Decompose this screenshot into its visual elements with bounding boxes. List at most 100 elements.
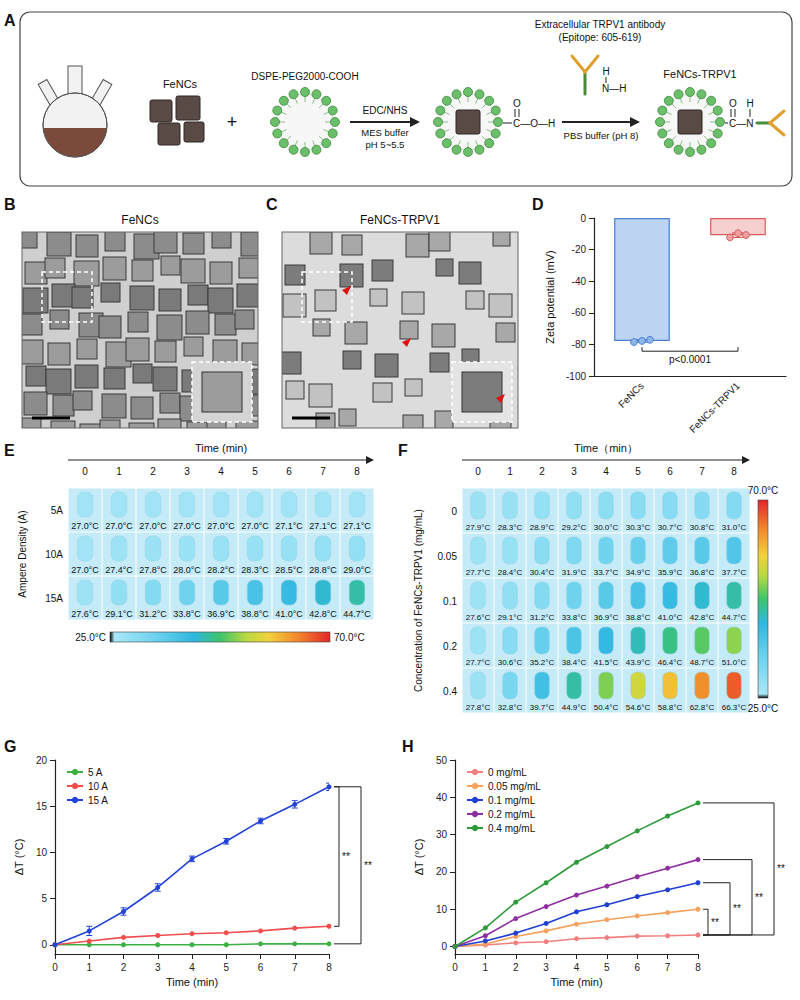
svg-text:30: 30 (436, 829, 448, 840)
svg-text:33.7°C: 33.7°C (594, 568, 619, 577)
svg-text:28.4°C: 28.4°C (498, 568, 523, 577)
svg-text:B: B (4, 196, 16, 213)
svg-text:0.2 mg/mL: 0.2 mg/mL (488, 809, 536, 820)
svg-text:7: 7 (292, 962, 298, 973)
svg-text:-20: -20 (572, 244, 587, 255)
svg-text:6: 6 (634, 962, 640, 973)
svg-text:27.7°C: 27.7°C (466, 568, 491, 577)
svg-text:N—H: N—H (602, 83, 626, 94)
svg-text:32.8°C: 32.8°C (498, 703, 523, 712)
svg-text:34.9°C: 34.9°C (626, 568, 651, 577)
svg-text:0: 0 (41, 939, 47, 950)
svg-text:5: 5 (41, 893, 47, 904)
svg-text:3: 3 (155, 962, 161, 973)
svg-text:35.2°C: 35.2°C (530, 658, 555, 667)
svg-text:33.8°C: 33.8°C (562, 613, 587, 622)
svg-text:35.9°C: 35.9°C (658, 568, 683, 577)
svg-text:2: 2 (150, 466, 156, 477)
svg-text:28.0°C: 28.0°C (173, 565, 201, 575)
svg-text:pH 5~5.5: pH 5~5.5 (366, 139, 405, 150)
svg-text:0.2: 0.2 (443, 641, 457, 652)
svg-text:8: 8 (354, 466, 360, 477)
svg-text:27.0°C: 27.0°C (241, 521, 269, 531)
svg-text:O: O (513, 98, 521, 109)
svg-text:27.6°C: 27.6°C (71, 609, 99, 619)
svg-text:Zeta potential (mV): Zeta potential (mV) (544, 250, 556, 344)
svg-text:C—N: C—N (729, 118, 753, 129)
svg-text:50.4°C: 50.4°C (594, 703, 619, 712)
svg-text:30.3°C: 30.3°C (626, 523, 651, 532)
svg-text:39.7°C: 39.7°C (530, 703, 555, 712)
svg-text:50: 50 (436, 755, 448, 766)
svg-text:41.0°C: 41.0°C (658, 613, 683, 622)
svg-text:70.0°C: 70.0°C (334, 632, 365, 643)
svg-text:FeNCs: FeNCs (121, 213, 158, 227)
svg-text:29.2°C: 29.2°C (562, 523, 587, 532)
svg-text:31.0°C: 31.0°C (722, 523, 747, 532)
svg-text:4: 4 (218, 466, 224, 477)
svg-text:10A: 10A (45, 549, 63, 560)
svg-text:44.7°C: 44.7°C (343, 609, 371, 619)
svg-text:36.9°C: 36.9°C (594, 613, 619, 622)
svg-text:**: ** (711, 917, 719, 928)
svg-text:4: 4 (603, 466, 609, 477)
svg-text:27.9°C: 27.9°C (466, 523, 491, 532)
svg-text:38.8°C: 38.8°C (626, 613, 651, 622)
svg-text:15 A: 15 A (88, 795, 108, 806)
svg-text:27.4°C: 27.4°C (105, 565, 133, 575)
svg-text:O: O (729, 98, 737, 109)
svg-text:0: 0 (52, 962, 58, 973)
svg-text:28.8°C: 28.8°C (309, 565, 337, 575)
svg-text:38.8°C: 38.8°C (241, 609, 269, 619)
svg-text:37.7°C: 37.7°C (722, 568, 747, 577)
svg-text:Time（min）: Time（min） (574, 442, 638, 454)
svg-text:5: 5 (604, 962, 610, 973)
svg-text:0: 0 (441, 941, 447, 952)
svg-text:31.2°C: 31.2°C (139, 609, 167, 619)
svg-text:15: 15 (36, 801, 48, 812)
svg-text:H: H (746, 98, 753, 109)
svg-text:28.3°C: 28.3°C (498, 523, 523, 532)
svg-text:5A: 5A (51, 505, 64, 516)
svg-text:29.1°C: 29.1°C (105, 609, 133, 619)
svg-text:27.8°C: 27.8°C (139, 565, 167, 575)
svg-text:6: 6 (667, 466, 673, 477)
svg-text:7: 7 (665, 962, 671, 973)
svg-text:27.1°C: 27.1°C (275, 521, 303, 531)
svg-text:48.7°C: 48.7°C (690, 658, 715, 667)
svg-text:27.0°C: 27.0°C (173, 521, 201, 531)
svg-text:10: 10 (436, 904, 448, 915)
svg-text:20: 20 (436, 866, 448, 877)
svg-text:**: ** (777, 863, 785, 874)
svg-text:51.0°C: 51.0°C (722, 658, 747, 667)
svg-text:7: 7 (699, 466, 705, 477)
svg-text:Ampere Density (A): Ampere Density (A) (17, 510, 28, 597)
svg-text:DSPE-PEG2000-COOH: DSPE-PEG2000-COOH (251, 71, 358, 82)
svg-text:ΔT (°C): ΔT (°C) (13, 839, 25, 876)
svg-text:30.7°C: 30.7°C (658, 523, 683, 532)
svg-text:30.0°C: 30.0°C (594, 523, 619, 532)
svg-text:27.0°C: 27.0°C (71, 565, 99, 575)
svg-text:-40: -40 (572, 276, 587, 287)
svg-text:30.8°C: 30.8°C (690, 523, 715, 532)
svg-text:5: 5 (252, 466, 258, 477)
svg-text:31.2°C: 31.2°C (530, 613, 555, 622)
svg-text:3: 3 (571, 466, 577, 477)
svg-text:58.8°C: 58.8°C (658, 703, 683, 712)
svg-text:0: 0 (82, 466, 88, 477)
svg-text:44.9°C: 44.9°C (562, 703, 587, 712)
svg-text:D: D (532, 196, 544, 213)
svg-text:3: 3 (543, 962, 549, 973)
svg-text:1: 1 (483, 962, 489, 973)
svg-text:20: 20 (36, 755, 48, 766)
svg-text:2: 2 (539, 466, 545, 477)
svg-text:25.0°C: 25.0°C (748, 703, 779, 714)
svg-text:0.1 mg/mL: 0.1 mg/mL (488, 795, 536, 806)
svg-text:38.4°C: 38.4°C (562, 658, 587, 667)
svg-text:36.8°C: 36.8°C (690, 568, 715, 577)
svg-text:6: 6 (286, 466, 292, 477)
svg-text:27.0°C: 27.0°C (207, 521, 235, 531)
svg-text:0: 0 (580, 213, 586, 224)
svg-text:15A: 15A (45, 593, 63, 604)
svg-text:8: 8 (695, 962, 701, 973)
